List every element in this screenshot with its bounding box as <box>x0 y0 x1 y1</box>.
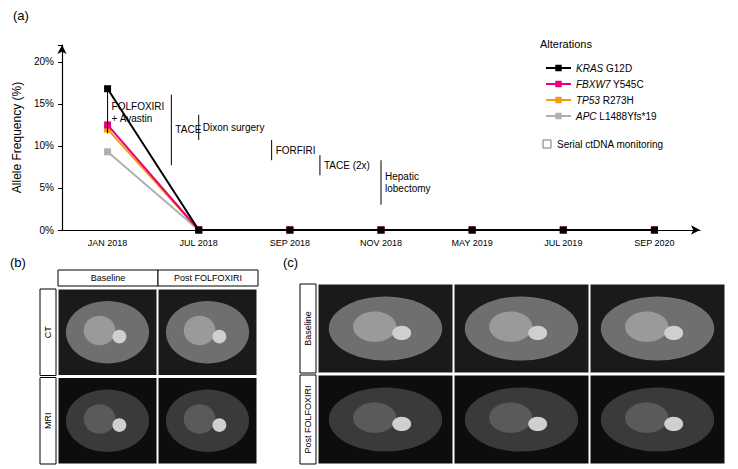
svg-text:(b): (b) <box>10 255 26 270</box>
svg-text:FBXW7: FBXW7 <box>576 79 611 90</box>
svg-text:CT: CT <box>43 326 53 338</box>
svg-text:lobectomy: lobectomy <box>385 183 431 194</box>
svg-text:TP53: TP53 <box>576 95 600 106</box>
svg-text:R273H: R273H <box>600 95 634 106</box>
svg-text:SEP 2018: SEP 2018 <box>270 238 310 248</box>
svg-text:APC: APC <box>575 111 597 122</box>
svg-text:TACE (2x): TACE (2x) <box>324 160 370 171</box>
svg-text:15%: 15% <box>34 98 54 109</box>
svg-text:Dixon surgery: Dixon surgery <box>203 122 265 133</box>
svg-text:Post FOLFOXIRI: Post FOLFOXIRI <box>174 273 242 283</box>
svg-text:MRI: MRI <box>43 413 53 430</box>
svg-text:JUL 2018: JUL 2018 <box>180 238 218 248</box>
svg-text:TACE: TACE <box>175 124 201 135</box>
svg-text:FORFIRI: FORFIRI <box>276 145 316 156</box>
svg-text:5%: 5% <box>40 182 55 193</box>
svg-text:(c): (c) <box>283 255 298 270</box>
svg-text:Allele Frequency (%): Allele Frequency (%) <box>10 82 24 193</box>
svg-text:0%: 0% <box>40 225 55 236</box>
svg-text:JUL 2019: JUL 2019 <box>544 238 582 248</box>
svg-text:FOLFOXIRI: FOLFOXIRI <box>112 101 165 112</box>
svg-text:Baseline: Baseline <box>303 311 313 346</box>
svg-text:Alterations: Alterations <box>540 38 592 50</box>
svg-text:Baseline: Baseline <box>91 273 126 283</box>
svg-text:KRAS: KRAS <box>576 63 604 74</box>
svg-text:Serial ctDNA monitoring: Serial ctDNA monitoring <box>557 139 663 150</box>
svg-text:10%: 10% <box>34 140 54 151</box>
svg-text:L1488Yfs*19: L1488Yfs*19 <box>597 111 657 122</box>
svg-text:+ Avastin: + Avastin <box>112 113 153 124</box>
svg-text:Y545C: Y545C <box>610 79 643 90</box>
svg-text:(a): (a) <box>13 8 29 23</box>
svg-text:20%: 20% <box>34 56 54 67</box>
svg-text:MAY 2019: MAY 2019 <box>452 238 493 248</box>
svg-text:SEP 2020: SEP 2020 <box>634 238 674 248</box>
svg-text:G12D: G12D <box>603 63 632 74</box>
svg-text:Hepatic: Hepatic <box>385 171 419 182</box>
svg-text:Post FOLFOXIRI: Post FOLFOXIRI <box>303 385 313 453</box>
svg-text:JAN 2018: JAN 2018 <box>88 238 128 248</box>
svg-text:NOV 2018: NOV 2018 <box>360 238 402 248</box>
